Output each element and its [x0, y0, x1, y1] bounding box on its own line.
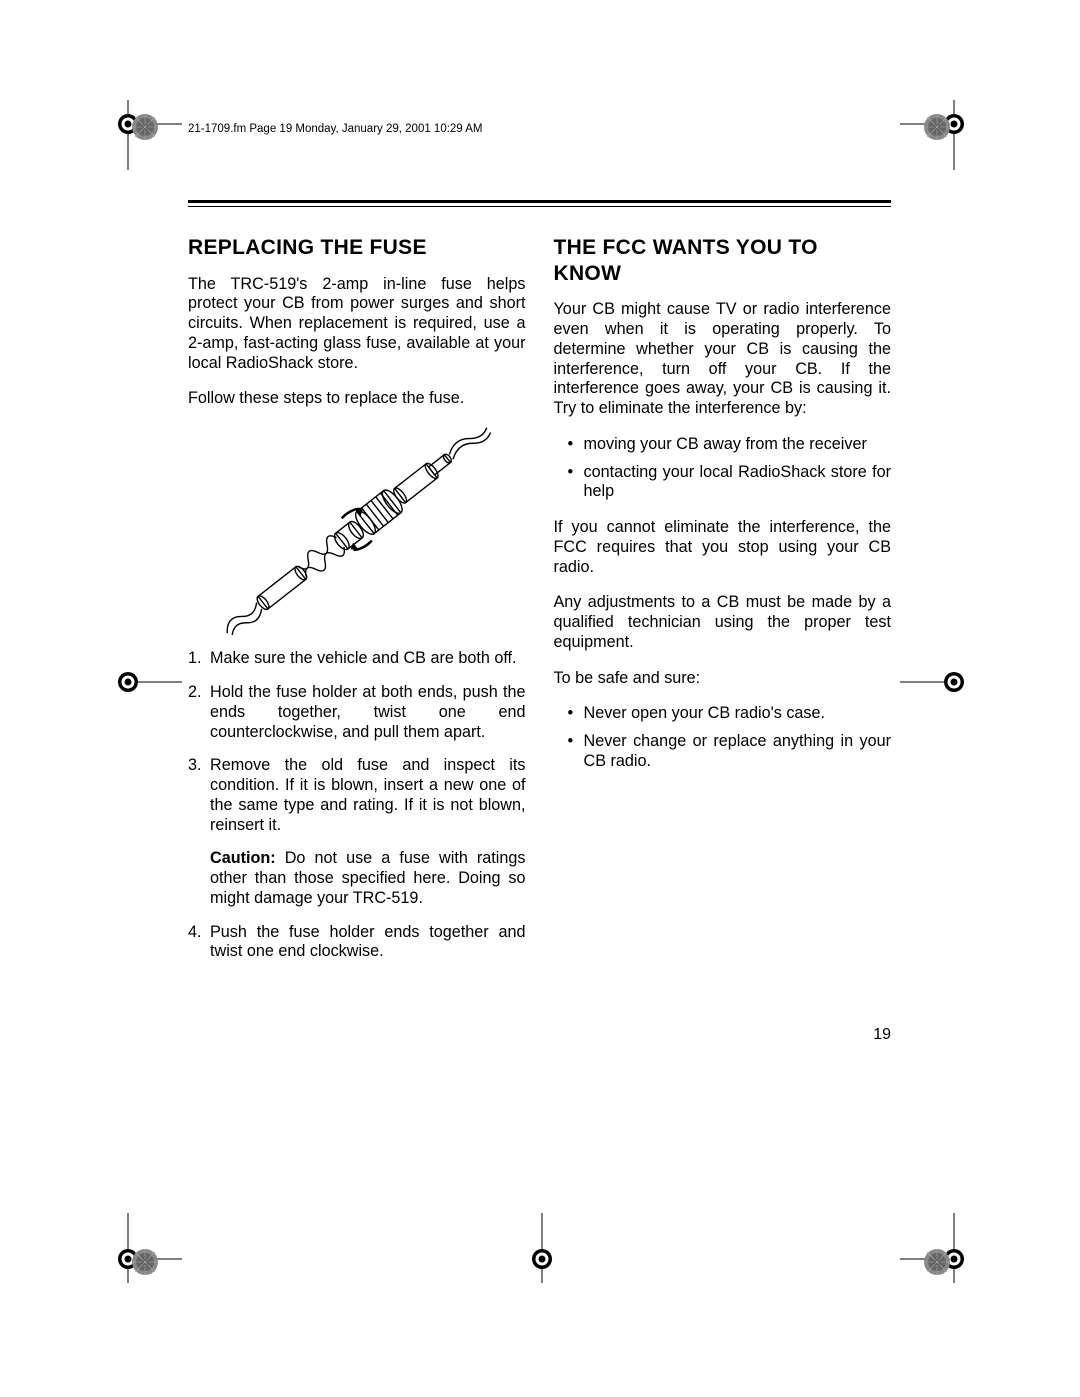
heading-fcc: THE FCC WANTS YOU TO KNOW	[554, 235, 892, 286]
fcc-p3: Any adjustments to a CB must be made by …	[554, 593, 892, 652]
medallion-icon	[130, 112, 160, 142]
step-1: Make sure the vehicle and CB are both of…	[188, 649, 526, 669]
running-header: 21-1709.fm Page 19 Monday, January 29, 2…	[188, 123, 891, 135]
medallion-icon	[922, 112, 952, 142]
steps-list: Make sure the vehicle and CB are both of…	[188, 649, 526, 962]
fcc-bullet-never-change: Never change or replace anything in your…	[554, 732, 892, 772]
heading-replacing-fuse: REPLACING THE FUSE	[188, 235, 526, 261]
caution-block: Caution: Do not use a fuse with ratings …	[210, 849, 526, 908]
fcc-p4: To be safe and sure:	[554, 669, 892, 689]
fcc-p1: Your CB might cause TV or radio interfer…	[554, 300, 892, 419]
step-3-text: Remove the old fuse and inspect its cond…	[210, 756, 526, 833]
horizontal-rule	[188, 200, 891, 207]
right-column: THE FCC WANTS YOU TO KNOW Your CB might …	[554, 235, 892, 976]
fuse-holder-illustration	[206, 425, 506, 635]
follow-steps-text: Follow these steps to replace the fuse.	[188, 389, 526, 409]
step-4: Push the fuse holder ends together and t…	[188, 923, 526, 963]
crop-mark-bottom-center	[497, 1235, 587, 1283]
fcc-bullet-contact: contacting your local RadioShack store f…	[554, 463, 892, 503]
page-number: 19	[873, 1026, 891, 1044]
fcc-list-1: moving your CB away from the receiver co…	[554, 435, 892, 502]
crop-mark-mid-left	[92, 658, 182, 706]
crop-mark-mid-right	[900, 658, 990, 706]
step-3: Remove the old fuse and inspect its cond…	[188, 756, 526, 908]
fcc-bullet-never-open: Never open your CB radio's case.	[554, 704, 892, 724]
intro-paragraph: The TRC-519's 2-amp in-line fuse helps p…	[188, 275, 526, 374]
fcc-p2: If you cannot eliminate the interference…	[554, 518, 892, 577]
left-column: REPLACING THE FUSE The TRC-519's 2-amp i…	[188, 235, 526, 976]
fcc-list-2: Never open your CB radio's case. Never c…	[554, 704, 892, 771]
page-body: REPLACING THE FUSE The TRC-519's 2-amp i…	[188, 200, 891, 976]
fcc-bullet-move-cb: moving your CB away from the receiver	[554, 435, 892, 455]
medallion-icon	[130, 1247, 160, 1277]
medallion-icon	[922, 1247, 952, 1277]
caution-label: Caution:	[210, 849, 276, 867]
step-2: Hold the fuse holder at both ends, push …	[188, 683, 526, 742]
